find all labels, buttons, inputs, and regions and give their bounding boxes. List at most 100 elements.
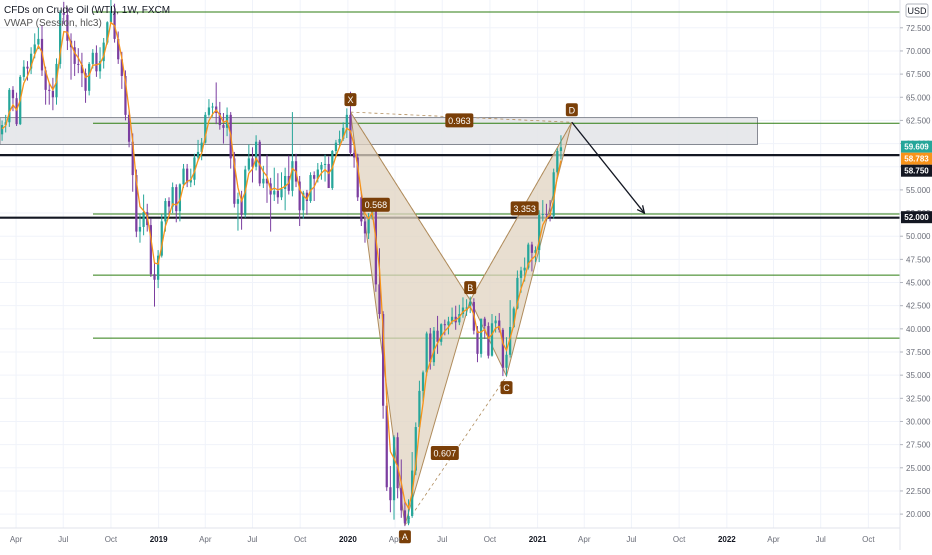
candle-body: [320, 164, 323, 170]
candle-body: [186, 168, 189, 183]
indicator-title[interactable]: VWAP (Session, hlc3): [4, 18, 102, 29]
price-badge: 59.609: [901, 140, 932, 153]
time-tick-label: 2020: [339, 535, 357, 544]
ratio-label-bg: [361, 197, 390, 212]
ratio-label-text: 0.568: [365, 200, 388, 210]
candle-body: [124, 75, 127, 115]
candle-body: [512, 308, 515, 327]
candle-body: [331, 150, 334, 189]
candle-body: [106, 22, 109, 43]
candle-body: [559, 147, 563, 151]
price-tick-label: 62.500: [906, 116, 931, 125]
time-axis[interactable]: Apr Jul Oct 2019 Apr Jul Oct 2020 Apr Jul Oct 2021 A…: [0, 527, 900, 544]
price-badge-bg: [901, 152, 932, 165]
time-tick-label: Jul: [58, 535, 68, 544]
candle-body: [516, 277, 519, 309]
candle-body: [222, 125, 225, 128]
candle-body: [381, 314, 385, 406]
candle-body: [334, 142, 338, 151]
candle-body: [258, 141, 261, 184]
price-tick-label: 45.000: [906, 279, 931, 288]
vwap-path: [1, 21, 562, 510]
price-tick-label: 65.000: [906, 93, 931, 102]
candle-body: [109, 11, 113, 23]
pattern-ratio-line: [350, 111, 471, 301]
time-tick-label: 2019: [150, 535, 168, 544]
candle-body: [218, 113, 221, 126]
price-badge-value: 52.000: [904, 213, 929, 222]
vwap-line: [1, 21, 562, 510]
candle-body: [392, 437, 396, 501]
projection-arrowhead: [636, 205, 646, 215]
price-tick-label: 35.000: [906, 371, 931, 380]
price-badge: 58.750: [901, 164, 932, 177]
candle-body: [193, 157, 196, 180]
candle-body: [37, 38, 40, 45]
candle-body: [280, 188, 283, 198]
zone-rect: [0, 117, 758, 145]
time-tick-label: Apr: [199, 535, 212, 544]
candle-body: [77, 63, 80, 65]
currency-label: USD: [907, 6, 927, 16]
candle-body: [396, 437, 399, 489]
price-badge-value: 59.609: [904, 143, 929, 152]
candle-body: [425, 333, 428, 373]
price-badge: 58.783: [901, 152, 932, 165]
candle-body: [352, 152, 356, 158]
candle-body: [418, 390, 421, 428]
pattern-point-label: A: [402, 532, 408, 542]
candle-body: [207, 107, 211, 115]
candle-body: [378, 284, 381, 315]
chart-legend[interactable]: CFDs on Crude Oil (WTI), 1W, FXCM VWAP (…: [4, 4, 170, 30]
candle-body: [182, 168, 185, 185]
candle-body: [552, 172, 555, 216]
candle-body: [0, 125, 4, 135]
price-badges: 59.609 58.783 58.750 52.000: [901, 140, 932, 224]
candle-body: [200, 142, 203, 152]
time-tick-label: Oct: [484, 535, 497, 544]
candle-body: [305, 192, 309, 202]
candle-body: [211, 106, 214, 108]
price-tick-label: 25.000: [906, 464, 931, 473]
candle-body: [59, 12, 62, 64]
resistance-zone: [0, 117, 758, 145]
candle-body: [276, 190, 280, 198]
candle-body: [527, 244, 530, 268]
ratio-label-text: 3.353: [513, 204, 536, 214]
candle-body: [98, 61, 102, 72]
candle-body: [196, 151, 200, 158]
price-tick-label: 32.500: [906, 394, 931, 403]
candle-body: [450, 316, 454, 322]
time-tick-label: Jul: [626, 535, 636, 544]
candle-body: [447, 321, 450, 326]
ratio-label-bg: [430, 445, 459, 460]
time-tick-label: Apr: [389, 535, 402, 544]
pattern-point-bg: [344, 93, 357, 107]
candle-body: [33, 44, 36, 54]
symbol-title[interactable]: CFDs on Crude Oil (WTI), 1W, FXCM: [4, 5, 171, 16]
candle-body: [251, 158, 254, 167]
pattern-point-d: D: [565, 103, 578, 117]
currency-button[interactable]: USD: [905, 3, 929, 18]
time-tick-label: Jul: [437, 535, 447, 544]
pattern-triangle-xab: [349, 111, 471, 526]
candle-body: [302, 192, 305, 211]
pattern-point-a: A: [398, 530, 411, 544]
candle-body: [432, 330, 436, 363]
candle-body: [62, 12, 65, 15]
candle-body: [407, 515, 410, 524]
candle-body: [374, 205, 377, 285]
candle-body: [142, 212, 145, 227]
candle-body: [385, 405, 388, 488]
price-badge-value: 58.783: [904, 155, 929, 164]
candle-body: [298, 181, 301, 211]
candle-body: [363, 221, 367, 234]
candle-body: [403, 510, 407, 524]
candle-body: [465, 307, 468, 309]
candle-body: [483, 318, 486, 327]
candle-body: [327, 163, 330, 189]
price-tick-label: 20.000: [906, 510, 931, 519]
time-tick-label: Apr: [767, 535, 780, 544]
